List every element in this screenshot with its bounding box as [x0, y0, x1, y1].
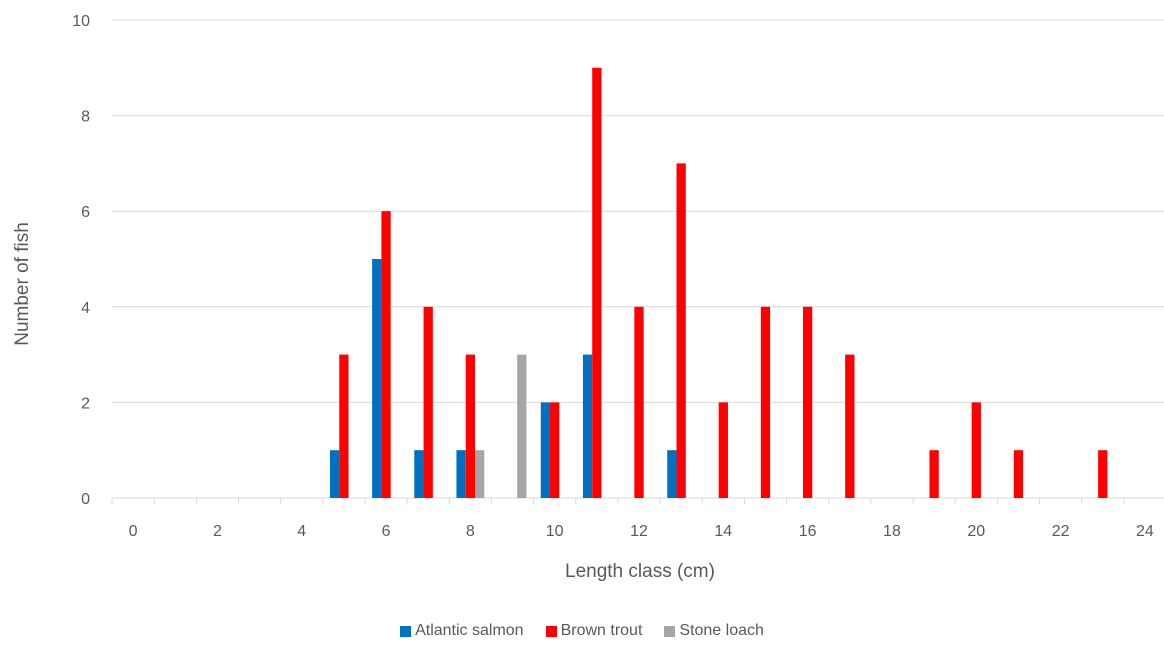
- legend-label: Atlantic salmon: [415, 622, 524, 639]
- x-tick-label: 10: [546, 523, 564, 540]
- y-tick-label: 4: [81, 300, 90, 317]
- y-tick-label: 6: [81, 204, 90, 221]
- bar-atlantic-salmon: [414, 450, 424, 498]
- y-tick-label: 2: [81, 395, 90, 412]
- legend-swatch: [400, 625, 412, 637]
- y-tick-label: 0: [81, 491, 90, 508]
- bar-brown-trout: [760, 306, 771, 498]
- legend-swatch: [664, 625, 676, 637]
- x-tick-label: 12: [630, 523, 648, 540]
- x-tick-label: 22: [1052, 523, 1070, 540]
- x-tick-label: 8: [466, 523, 475, 540]
- bar-brown-trout: [718, 402, 728, 498]
- x-tick-label: 0: [129, 523, 138, 540]
- bar-brown-trout: [1013, 450, 1024, 498]
- legend-item: Brown trout: [545, 622, 643, 640]
- y-tick-labels: 0 2 4 6 8 10: [72, 13, 90, 508]
- legend-item: Atlantic salmon: [400, 622, 524, 640]
- bar-brown-trout: [339, 354, 349, 498]
- y-tick-label: 10: [72, 13, 90, 30]
- bars: [329, 67, 1108, 499]
- x-tick-label: 4: [297, 523, 306, 540]
- y-axis-title: Number of fish: [12, 222, 33, 346]
- bar-brown-trout: [971, 402, 981, 498]
- bar-atlantic-salmon: [667, 450, 677, 498]
- x-tick-label: 2: [213, 523, 222, 540]
- bar-brown-trout: [550, 402, 560, 498]
- bar-brown-trout: [423, 306, 433, 498]
- bar-atlantic-salmon: [540, 402, 551, 498]
- y-tick-label: 8: [81, 109, 90, 126]
- x-tick-label: 20: [967, 523, 985, 540]
- legend: Atlantic salmon Brown trout Stone loach: [0, 622, 1164, 640]
- bar-atlantic-salmon: [456, 450, 466, 498]
- legend-label: Brown trout: [560, 622, 643, 639]
- x-tick-labels: 0 2 4 6 8 10 12 14 16 18 20 22 24: [129, 523, 1154, 540]
- bar-stone-loach: [517, 354, 527, 498]
- x-tick-label: 6: [382, 523, 391, 540]
- x-tick-label: 24: [1136, 523, 1154, 540]
- x-axis-title: Length class (cm): [565, 561, 715, 582]
- legend-label: Stone loach: [679, 622, 764, 639]
- bar-brown-trout: [592, 67, 602, 499]
- x-tick-label: 14: [714, 523, 732, 540]
- bar-atlantic-salmon: [582, 354, 593, 498]
- bar-brown-trout: [676, 163, 686, 498]
- bar-atlantic-salmon: [372, 259, 382, 498]
- x-tick-label: 16: [799, 523, 817, 540]
- legend-swatch: [545, 625, 557, 637]
- bar-brown-trout: [465, 354, 475, 498]
- bar-brown-trout: [929, 450, 939, 498]
- bar-atlantic-salmon: [329, 450, 340, 498]
- bar-brown-trout: [1098, 450, 1108, 498]
- legend-item: Stone loach: [664, 622, 764, 640]
- bar-brown-trout: [803, 306, 813, 498]
- bar-brown-trout: [381, 211, 391, 498]
- bar-brown-trout: [845, 354, 855, 498]
- x-tick-label: 18: [883, 523, 901, 540]
- bar-brown-trout: [634, 306, 644, 498]
- bar-stone-loach: [474, 450, 485, 498]
